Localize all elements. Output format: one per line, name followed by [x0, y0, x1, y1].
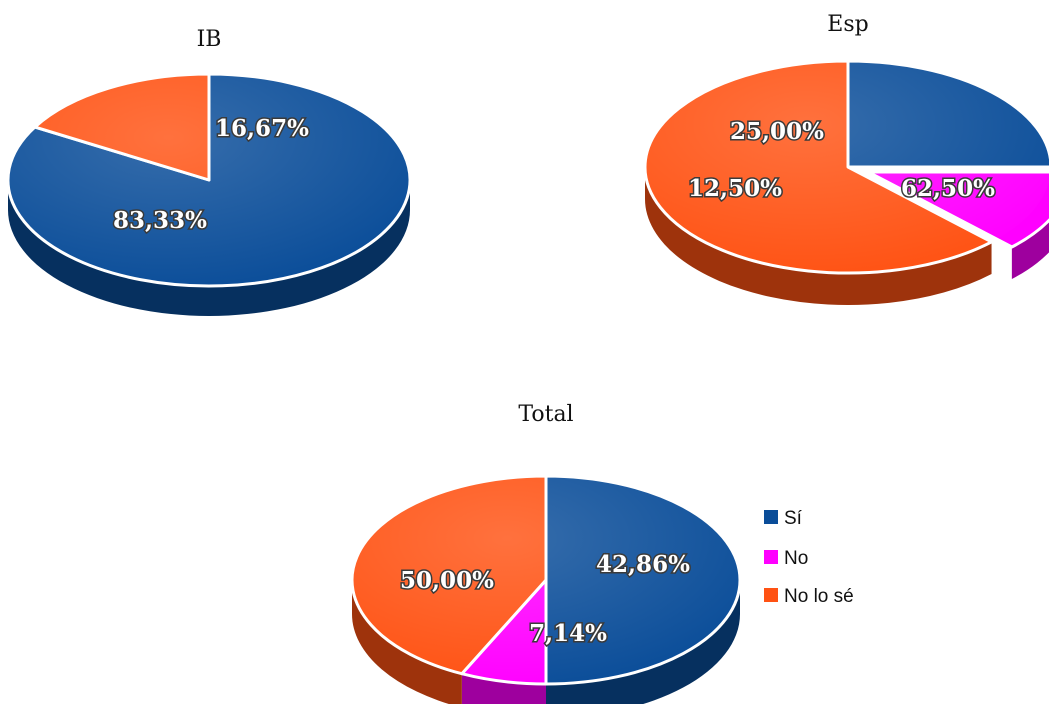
legend-label-no-lo-se: No lo sé [784, 586, 854, 607]
legend-label-no: No [784, 548, 808, 569]
pie-chart-total: 50,00% 7,14% 42,86% [350, 474, 742, 704]
legend-swatch-no-lo-se [764, 588, 778, 602]
chart-title-total: Total [518, 402, 573, 427]
data-label-total-si: 50,00% [400, 567, 494, 594]
chart-title-esp: Esp [827, 12, 868, 37]
data-label-esp-no: 12,50% [688, 175, 782, 202]
pie-chart-esp: 25,00% 12,50% 62,50% [643, 59, 1049, 305]
legend-swatch-no [764, 550, 778, 564]
pie-chart-ib: 83,33% 16,67% [6, 72, 412, 316]
data-label-ib-no-lo-se: 16,67% [215, 115, 309, 142]
legend: Sí No No lo sé [764, 508, 854, 607]
data-label-esp-si: 25,00% [730, 118, 824, 145]
legend-label-si: Sí [784, 508, 803, 529]
data-label-total-no-lo-se: 42,86% [596, 551, 690, 578]
data-label-total-no: 7,14% [529, 620, 607, 647]
chart-title-ib: IB [197, 27, 222, 52]
pie-slice-esp-si [846, 59, 1049, 169]
data-label-esp-no-lo-se: 62,50% [901, 175, 995, 202]
legend-swatch-si [764, 510, 778, 524]
data-label-ib-si: 83,33% [113, 207, 207, 234]
